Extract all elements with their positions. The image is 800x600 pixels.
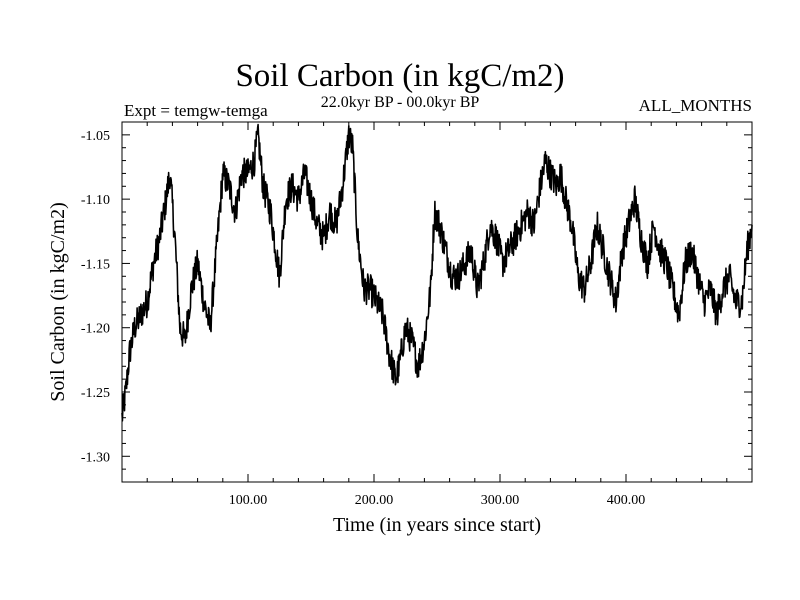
x-tick-label: 200.00	[355, 493, 394, 508]
x-tick-label: 400.00	[607, 493, 646, 508]
data-series-line	[121, 123, 753, 422]
y-tick-label: -1.15	[81, 257, 110, 272]
y-tick-label: -1.25	[81, 386, 110, 401]
months-label: ALL_MONTHS	[638, 96, 752, 115]
chart-subtitle: 22.0kyr BP - 00.0kyr BP	[320, 94, 480, 111]
x-tick-label: 100.00	[229, 493, 268, 508]
plot-frame	[121, 121, 753, 483]
x-tick-label: 300.00	[481, 493, 520, 508]
x-axis-label: Time (in years since start)	[333, 514, 541, 536]
y-tick-label: -1.05	[81, 129, 110, 144]
y-axis-label: Soil Carbon (in kgC/m2)	[47, 202, 69, 401]
y-tick-label: -1.20	[81, 322, 110, 337]
chart-title: Soil Carbon (in kgC/m2)	[235, 58, 565, 94]
y-tick-label: -1.10	[81, 193, 110, 208]
experiment-label: Expt = temgw-temga	[124, 101, 268, 120]
y-tick-label: -1.30	[81, 450, 110, 465]
